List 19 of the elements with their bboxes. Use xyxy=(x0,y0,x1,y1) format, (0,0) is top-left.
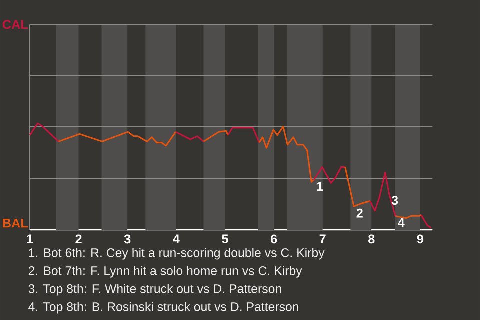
text: 2. Bot 7th: F. Lynn hit a solo home run vs C. Kirby xyxy=(28,266,302,278)
x-tick-label: 6 xyxy=(270,234,278,244)
annotation: 3 xyxy=(392,196,398,206)
text: 3. Top 8th: F. White struck out vs D. Patterson xyxy=(28,284,282,296)
x-tick-label: 1 xyxy=(27,234,34,244)
text: 4. Top 8th: B. Rosinski struck out vs D. Patterson xyxy=(28,302,299,314)
x-tick-label: 3 xyxy=(124,234,131,244)
annotation: 4 xyxy=(398,218,405,228)
x-tick-label: 5 xyxy=(222,234,228,244)
annotation: 2 xyxy=(356,208,363,218)
x-tick-label: 7 xyxy=(320,234,326,244)
text: CAL xyxy=(2,20,28,30)
annotation: 1 xyxy=(317,182,324,191)
x-tick-label: 8 xyxy=(368,234,375,244)
x-tick-label: 9 xyxy=(417,234,424,244)
x-tick-label: 2 xyxy=(76,234,82,244)
text: 1. Bot 6th: R. Cey hit a run-scoring double vs C. Kirby xyxy=(29,248,325,260)
x-tick-label: 4 xyxy=(173,234,180,244)
text: BAL xyxy=(3,218,28,228)
